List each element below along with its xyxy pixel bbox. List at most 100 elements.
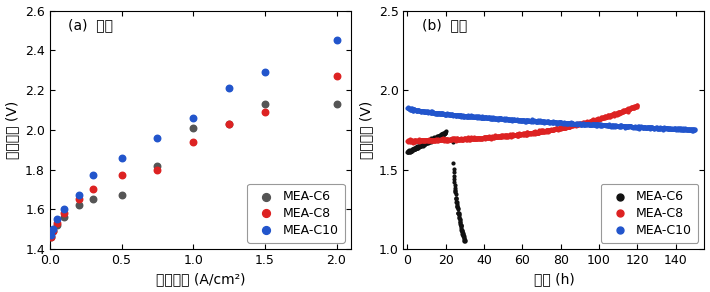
- MEA-C6: [410, 145, 422, 150]
- MEA-C10: [603, 123, 614, 128]
- MEA-C10: [471, 114, 483, 119]
- MEA-C8: [534, 130, 545, 135]
- MEA-C6: [432, 135, 443, 139]
- MEA-C8: [405, 138, 416, 142]
- MEA-C10: [426, 111, 437, 115]
- MEA-C10: [415, 109, 426, 114]
- MEA-C10: [543, 119, 555, 124]
- MEA-C8: [430, 138, 441, 142]
- MEA-C6: [420, 140, 432, 145]
- MEA-C10: [523, 118, 534, 122]
- MEA-C8: [533, 130, 545, 135]
- MEA-C10: [452, 113, 463, 118]
- MEA-C8: [546, 128, 557, 133]
- MEA-C10: [403, 106, 414, 110]
- MEA-C10: [609, 124, 621, 128]
- MEA-C8: [500, 133, 511, 137]
- MEA-C10: [629, 124, 640, 129]
- MEA-C8: [456, 137, 467, 142]
- MEA-C8: [579, 121, 591, 126]
- MEA-C10: [531, 119, 542, 124]
- MEA-C8: [506, 133, 518, 137]
- MEA-C6: [432, 134, 443, 138]
- MEA-C8: [547, 128, 559, 132]
- MEA-C10: [575, 122, 586, 127]
- MEA-C8: [503, 134, 514, 139]
- MEA-C10: [576, 121, 587, 126]
- MEA-C8: [408, 140, 419, 145]
- MEA-C10: [508, 117, 520, 121]
- MEA-C10: [492, 116, 503, 121]
- MEA-C10: [411, 108, 422, 113]
- MEA-C8: [430, 137, 442, 142]
- MEA-C6: [452, 211, 464, 216]
- MEA-C10: [413, 108, 424, 113]
- MEA-C10: [535, 119, 546, 124]
- MEA-C10: [550, 119, 562, 124]
- MEA-C8: [527, 131, 538, 135]
- MEA-C10: [652, 126, 664, 131]
- MEA-C10: [601, 123, 612, 127]
- MEA-C8: [480, 135, 491, 140]
- MEA-C10: [561, 120, 572, 125]
- MEA-C8: [526, 130, 537, 135]
- MEA-C10: [612, 124, 623, 128]
- MEA-C8: [629, 105, 640, 110]
- MEA-C8: [618, 108, 630, 113]
- MEA-C10: [453, 113, 464, 118]
- MEA-C10: [488, 116, 499, 121]
- MEA-C10: [582, 122, 594, 127]
- MEA-C10: [574, 122, 585, 127]
- MEA-C8: [428, 138, 439, 143]
- MEA-C6: [417, 142, 428, 147]
- MEA-C6: [454, 216, 465, 221]
- MEA-C10: [452, 112, 463, 117]
- MEA-C10: [684, 127, 696, 132]
- MEA-C8: [490, 134, 501, 139]
- MEA-C10: [449, 113, 460, 117]
- MEA-C10: [427, 111, 438, 115]
- MEA-C8: [497, 134, 508, 138]
- MEA-C8: [555, 126, 567, 131]
- MEA-C10: [489, 117, 501, 121]
- MEA-C8: [609, 112, 621, 117]
- MEA-C8: [471, 136, 482, 141]
- MEA-C8: [439, 137, 451, 142]
- MEA-C10: [542, 120, 553, 124]
- MEA-C8: [438, 138, 449, 142]
- MEA-C10: [464, 114, 475, 119]
- MEA-C10: [403, 107, 415, 112]
- MEA-C8: [460, 137, 471, 142]
- MEA-C10: [515, 118, 526, 122]
- MEA-C6: [415, 144, 426, 148]
- MEA-C8: [454, 137, 466, 141]
- MEA-C8: [464, 137, 476, 141]
- MEA-C8: [503, 133, 514, 138]
- MEA-C10: [562, 121, 574, 125]
- MEA-C8: [570, 123, 581, 128]
- MEA-C10: [459, 113, 471, 118]
- MEA-C6: [456, 229, 467, 233]
- MEA-C8: [522, 131, 533, 136]
- MEA-C10: [517, 117, 528, 122]
- MEA-C10: [583, 121, 594, 126]
- MEA-C8: [578, 121, 589, 126]
- MEA-C8: [545, 128, 557, 133]
- MEA-C8: [508, 133, 520, 138]
- MEA-C10: [648, 126, 659, 130]
- MEA-C8: [421, 138, 432, 142]
- MEA-C8: [530, 131, 542, 135]
- MEA-C10: [430, 111, 441, 116]
- MEA-C8: [573, 122, 584, 127]
- MEA-C6: [452, 205, 463, 210]
- MEA-C10: [566, 121, 577, 126]
- MEA-C10: [606, 123, 617, 128]
- MEA-C8: [444, 138, 455, 142]
- MEA-C10: [589, 122, 600, 126]
- MEA-C10: [619, 124, 630, 128]
- MEA-C10: [604, 123, 616, 128]
- MEA-C10: [456, 114, 467, 119]
- MEA-C6: [45, 235, 57, 239]
- MEA-C8: [622, 107, 633, 112]
- MEA-C10: [432, 112, 443, 116]
